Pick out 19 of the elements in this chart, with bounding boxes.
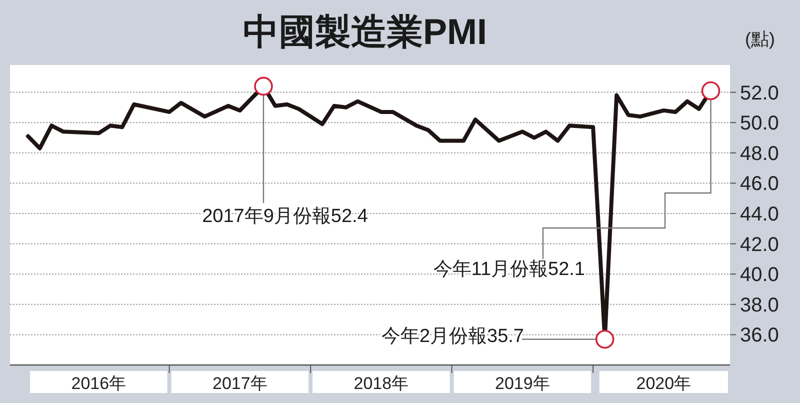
annotation: 今年2月份報35.7 [381, 326, 524, 347]
y-tick-label: 36.0 [740, 324, 779, 347]
chart-title: 中國製造業PMI [242, 11, 488, 52]
y-tick-label: 48.0 [740, 142, 779, 165]
x-tick-label: 2019年 [495, 374, 550, 393]
y-axis-title: (點) [745, 29, 775, 49]
y-tick-label: 38.0 [740, 294, 779, 316]
y-tick-label: 46.0 [740, 173, 779, 196]
y-tick-label: 52.0 [740, 82, 779, 104]
y-tick-label: 40.0 [740, 264, 779, 286]
annotation: 2017年9月份報52.4 [202, 206, 368, 227]
x-tick-label: 2017年 [212, 374, 268, 393]
y-tick-label: 44.0 [740, 203, 779, 226]
y-tick-label: 42.0 [740, 234, 779, 256]
annotation: 今年11月份報52.1 [433, 259, 585, 280]
x-tick-label: 2018年 [354, 374, 409, 393]
y-tick-label: 50.0 [740, 112, 779, 135]
x-tick-label: 2020年 [636, 374, 692, 393]
x-tick-label: 2016年 [71, 374, 126, 393]
